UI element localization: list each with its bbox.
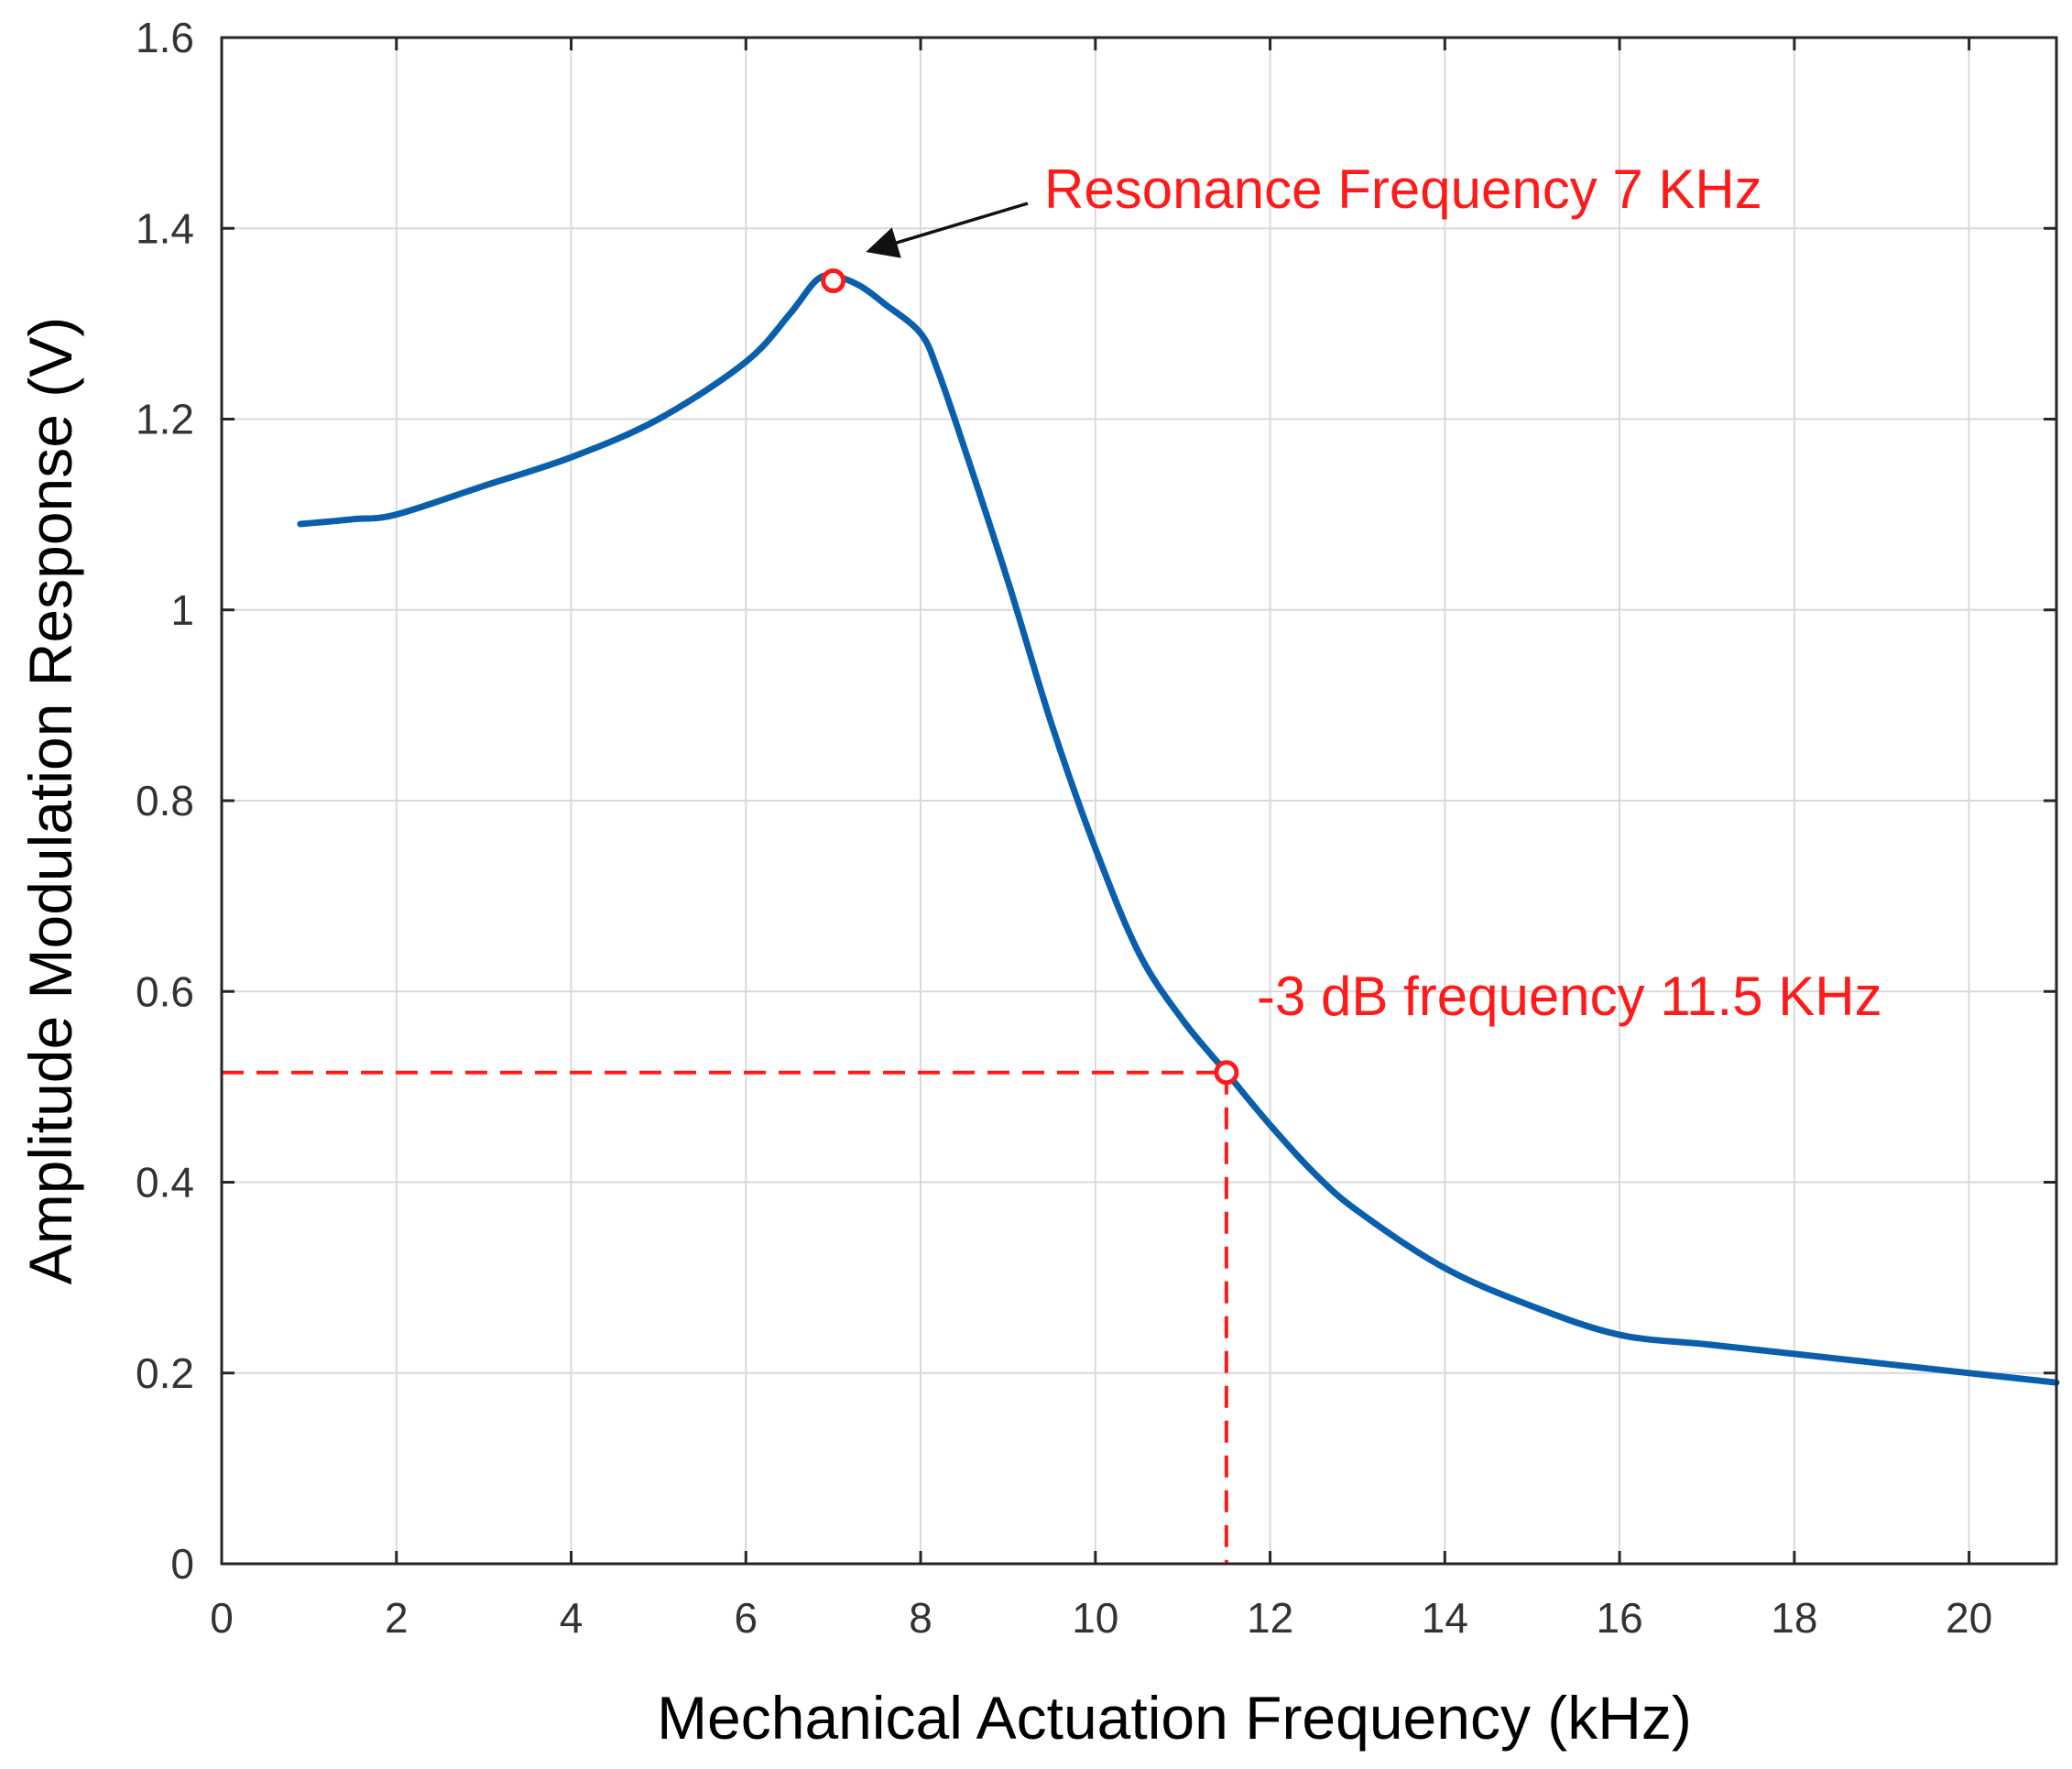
y-tick-label: 1.6 [136, 14, 194, 61]
x-axis-title: Mechanical Actuation Frequency (kHz) [657, 1684, 1692, 1752]
series-layer [297, 272, 2060, 1386]
cutoff-marker [1214, 1060, 1239, 1086]
y-tick-label: 1.4 [136, 204, 194, 252]
y-tick-label: 0.2 [136, 1349, 194, 1397]
resonance-annotation: Resonance Frequency 7 KHz [1044, 158, 1762, 220]
x-tick-label: 8 [909, 1594, 932, 1642]
y-tick-label: 0.8 [136, 777, 194, 824]
x-tick-label: 2 [385, 1594, 409, 1642]
y-tick-labels: 0 0.2 0.4 0.6 0.8 1 1.2 1.4 1.6 [136, 14, 194, 1588]
y-tick-label: 0 [170, 1540, 194, 1588]
y-axis-title: Amplitude Modulation Response (V) [16, 317, 84, 1285]
y-tick-label: 1.2 [136, 396, 194, 443]
x-tick-label: 6 [734, 1594, 758, 1642]
series-line [297, 272, 2060, 1386]
x-tick-labels: 0 2 4 6 8 10 12 14 16 18 20 [210, 1594, 1992, 1642]
reference-lines [222, 1070, 1228, 1564]
y-tick-label: 0.6 [136, 967, 194, 1015]
x-tick-label: 20 [1946, 1594, 1992, 1642]
x-tick-label: 18 [1771, 1594, 1817, 1642]
resonance-marker [821, 268, 846, 294]
y-tick-label: 0.4 [136, 1159, 194, 1207]
resonance-arrow [866, 202, 1029, 258]
grid [222, 38, 2056, 1564]
x-tick-label: 10 [1072, 1594, 1118, 1642]
cutoff-annotation: -3 dB frequency 11.5 KHz [1257, 966, 1882, 1027]
x-tick-label: 4 [560, 1594, 583, 1642]
x-tick-label: 14 [1422, 1594, 1468, 1642]
markers [821, 268, 1239, 1086]
ticks [220, 36, 2056, 1566]
x-tick-label: 12 [1247, 1594, 1293, 1642]
x-tick-label: 0 [210, 1594, 234, 1642]
x-tick-label: 16 [1597, 1594, 1643, 1642]
y-tick-label: 1 [170, 586, 194, 634]
